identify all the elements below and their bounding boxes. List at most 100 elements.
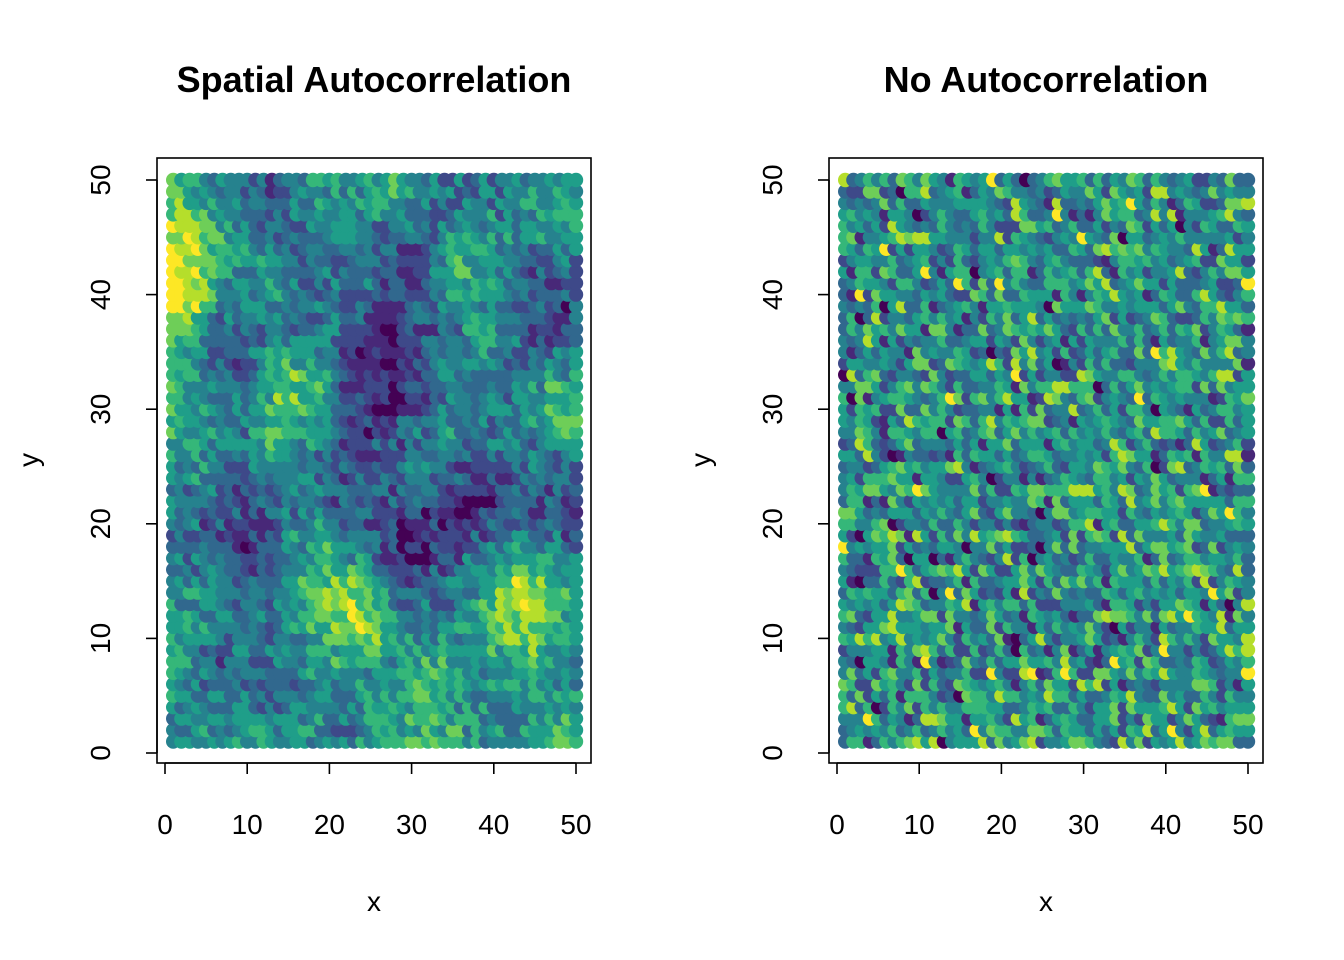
data-point [568, 459, 584, 474]
data-point [568, 539, 584, 554]
data-point [1240, 470, 1256, 486]
points-layer [838, 172, 1256, 749]
x-axis: 0 10 20 30 40 50 [157, 762, 592, 840]
data-point [1240, 333, 1256, 348]
data-point [568, 642, 584, 658]
data-point [1240, 677, 1256, 692]
y-tick-label: 0 [85, 745, 116, 761]
y-tick-label: 30 [85, 394, 116, 425]
data-point [568, 195, 584, 211]
data-point [1240, 528, 1256, 543]
data-point [1240, 390, 1256, 405]
data-point [568, 470, 584, 486]
data-point [568, 665, 584, 680]
x-tick-label: 30 [396, 809, 427, 840]
data-point [568, 287, 584, 302]
x-tick-label: 50 [560, 809, 591, 840]
data-point [1240, 344, 1256, 360]
data-point [1240, 665, 1256, 680]
data-point [568, 356, 584, 371]
data-point [568, 608, 584, 623]
data-point [1240, 619, 1256, 635]
data-point [1240, 482, 1256, 497]
data-point [1240, 493, 1256, 509]
data-point [1240, 505, 1256, 520]
data-point [568, 298, 584, 314]
data-point [568, 677, 584, 692]
data-point [568, 310, 584, 325]
data-point [1240, 402, 1256, 417]
x-tick-label: 0 [157, 809, 173, 840]
data-point [568, 275, 584, 291]
data-point [568, 379, 584, 394]
y-axis-label: y [13, 453, 44, 467]
data-point [568, 424, 584, 440]
data-point [1240, 241, 1256, 256]
data-point [1240, 367, 1256, 382]
data-point [568, 688, 584, 703]
data-point [568, 367, 584, 382]
data-point [1240, 688, 1256, 703]
data-point [568, 722, 584, 738]
data-point [568, 321, 584, 337]
data-point [568, 253, 584, 268]
data-point [568, 241, 584, 256]
data-point [1240, 356, 1256, 371]
panel-no-autocorrelation: No Autocorrelation 0 10 20 30 40 50 010203040… [685, 59, 1264, 917]
data-point [1240, 218, 1256, 233]
data-point [1240, 585, 1256, 600]
x-tick-label: 40 [478, 809, 509, 840]
chart-title: No Autocorrelation [884, 59, 1209, 100]
data-point [1240, 275, 1256, 291]
data-point [568, 447, 584, 463]
points-layer [166, 172, 584, 749]
data-point [568, 505, 584, 520]
data-point [1240, 722, 1256, 738]
data-point [1240, 436, 1256, 451]
data-point [568, 333, 584, 348]
data-point [568, 264, 584, 279]
data-point [1240, 551, 1256, 566]
data-point [1240, 447, 1256, 463]
data-point [568, 402, 584, 417]
data-point [1240, 631, 1256, 646]
data-point [568, 734, 584, 749]
data-point [1240, 700, 1256, 715]
data-point [568, 344, 584, 360]
data-point [1240, 711, 1256, 726]
x-axis-label: x [367, 886, 381, 917]
data-point [568, 700, 584, 715]
data-point [568, 516, 584, 531]
data-point [568, 528, 584, 543]
data-point [1240, 413, 1256, 428]
data-point [1240, 195, 1256, 211]
data-point [1240, 516, 1256, 531]
data-point [1240, 230, 1256, 245]
data-point [1240, 287, 1256, 302]
data-point [568, 413, 584, 428]
data-point [568, 631, 584, 646]
data-point [1240, 459, 1256, 474]
data-point [1240, 264, 1256, 279]
data-point [568, 184, 584, 199]
y-tick-label: 10 [85, 623, 116, 654]
data-point [1240, 562, 1256, 577]
data-point [1240, 424, 1256, 440]
x-tick-label: 20 [314, 809, 345, 840]
data-point [1240, 184, 1256, 199]
data-point [1240, 379, 1256, 394]
data-point [568, 573, 584, 589]
data-point [1240, 608, 1256, 623]
data-point [568, 207, 584, 222]
data-point [568, 230, 584, 245]
data-point [568, 172, 584, 188]
data-point [1240, 298, 1256, 314]
data-point [1240, 310, 1256, 325]
data-point [568, 482, 584, 497]
panel-spatial-autocorrelation: Spatial Autocorrelation 0 10 20 30 40 50 0102… [13, 59, 592, 917]
data-point [568, 551, 584, 566]
data-point [1240, 596, 1256, 612]
data-point [1240, 539, 1256, 554]
